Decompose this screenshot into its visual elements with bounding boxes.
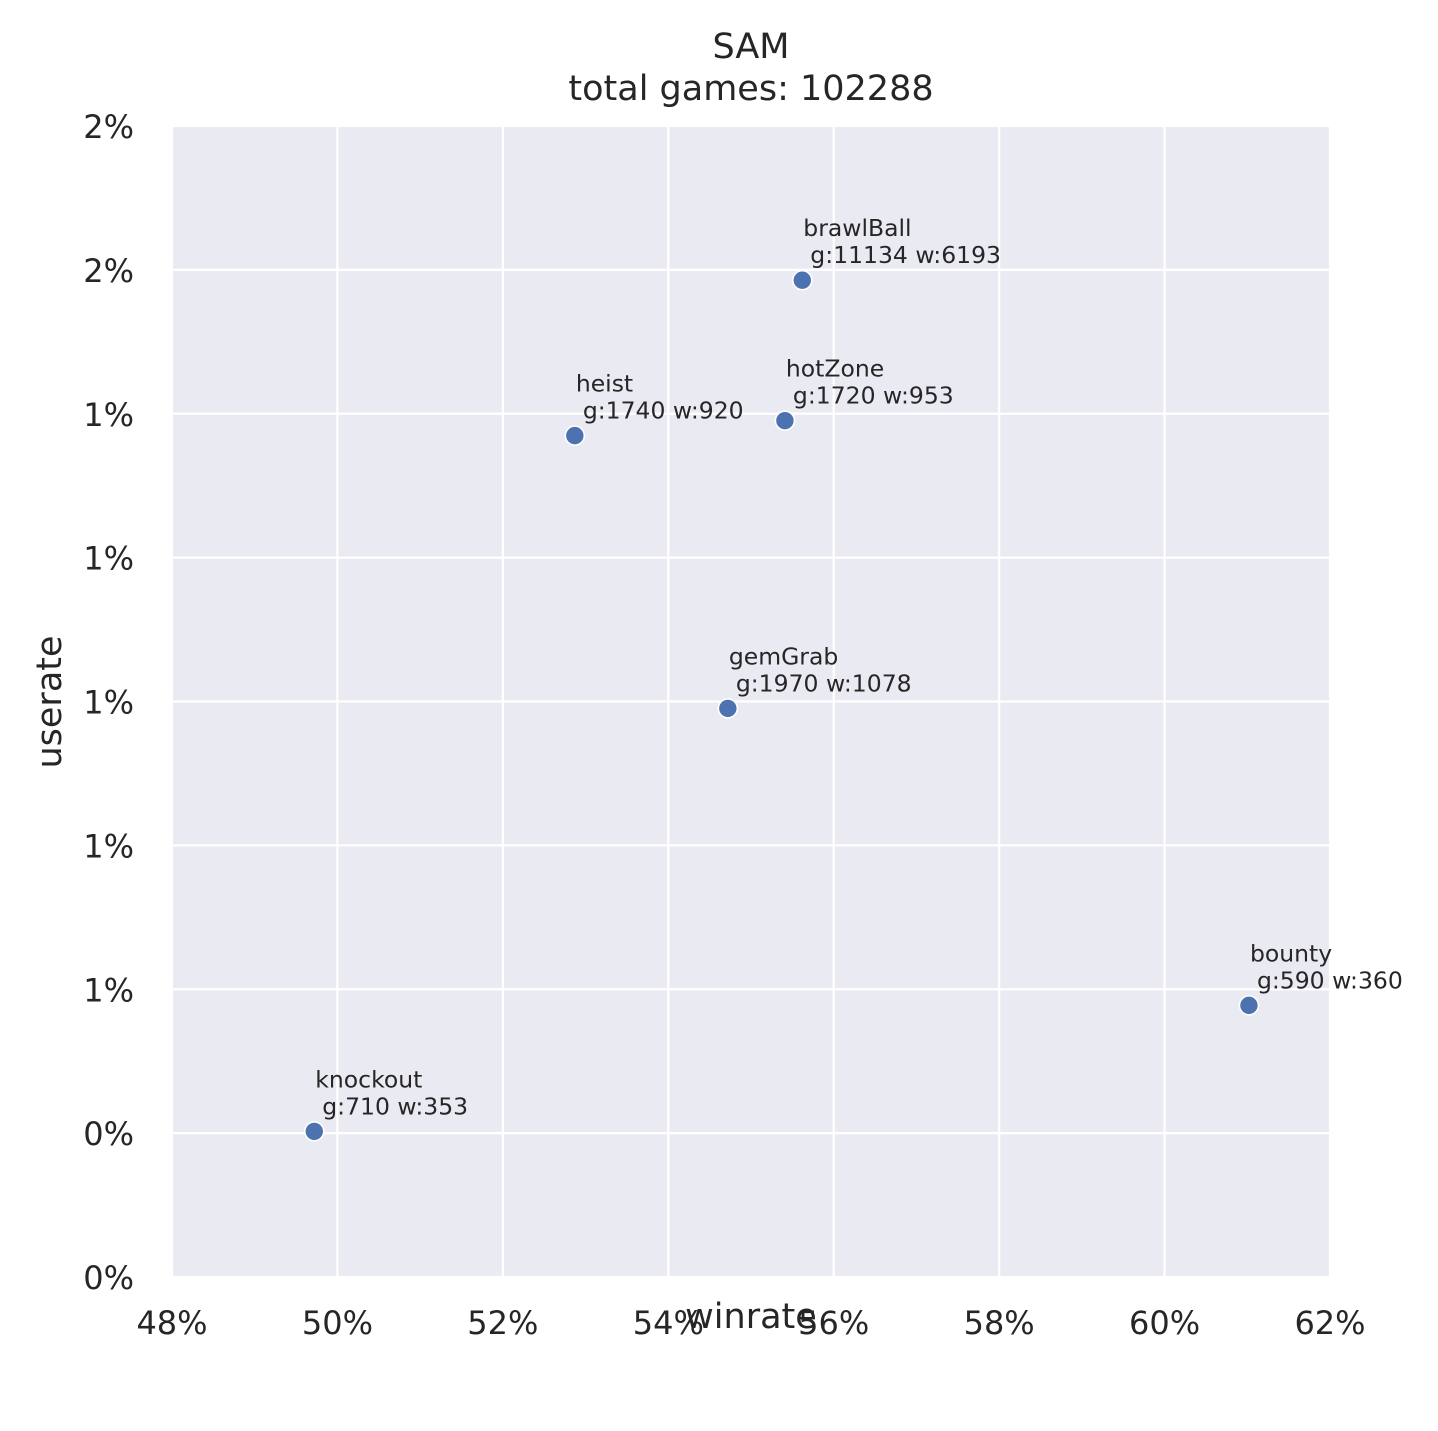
data-point-hotZone: [774, 410, 796, 431]
y-tick-label: 0%: [83, 1259, 134, 1297]
chart-title: SAM: [712, 27, 789, 67]
x-tick-labels: 48% 50% 52% 54% 56% 58% 60% 62%: [136, 1304, 1365, 1342]
annotation-bounty: bounty g:590 w:360: [1250, 939, 1403, 994]
point-annotations: brawlBall g:11134 w:6193 heist g:1740 w:920…: [315, 214, 1403, 1120]
data-point-brawlBall: [791, 269, 813, 291]
x-axis-label: winrate: [685, 1297, 817, 1337]
annotation-heist: heist g:1740 w:920: [576, 370, 744, 425]
y-tick-label: 0%: [83, 1115, 134, 1153]
y-tick-label: 2%: [83, 108, 134, 146]
data-point-knockout: [303, 1121, 325, 1142]
chart-subtitle: total games: 102288: [568, 69, 933, 109]
y-tick-label: 2%: [83, 252, 134, 290]
data-point-bounty: [1238, 995, 1260, 1016]
annotation-knockout: knockout g:710 w:353: [315, 1065, 468, 1120]
x-tick-label: 54%: [633, 1304, 704, 1342]
x-tick-label: 58%: [964, 1304, 1035, 1342]
x-tick-label: 52%: [467, 1304, 538, 1342]
grid: [170, 124, 1332, 1279]
annotation-brawlBall: brawlBall g:11134 w:6193: [803, 214, 1001, 269]
x-tick-label: 60%: [1129, 1304, 1200, 1342]
x-tick-label: 62%: [1294, 1304, 1365, 1342]
y-tick-label: 1%: [83, 827, 134, 865]
y-tick-labels: 0% 0% 1% 1% 1% 1% 1% 2% 2%: [83, 108, 134, 1297]
annotation-hotZone: hotZone g:1720 w:953: [786, 355, 954, 410]
x-tick-label: 56%: [798, 1304, 869, 1342]
annotation-gemGrab: gemGrab g:1970 w:1078: [729, 642, 912, 697]
y-tick-label: 1%: [83, 684, 134, 722]
y-axis-label: userate: [30, 635, 70, 768]
y-tick-label: 1%: [83, 396, 134, 434]
x-tick-label: 48%: [136, 1304, 207, 1342]
data-point-heist: [564, 425, 586, 446]
data-point-gemGrab: [717, 698, 739, 719]
y-tick-label: 1%: [83, 971, 134, 1009]
x-tick-label: 50%: [302, 1304, 373, 1342]
y-tick-label: 1%: [83, 540, 134, 578]
data-points: [303, 269, 1260, 1142]
